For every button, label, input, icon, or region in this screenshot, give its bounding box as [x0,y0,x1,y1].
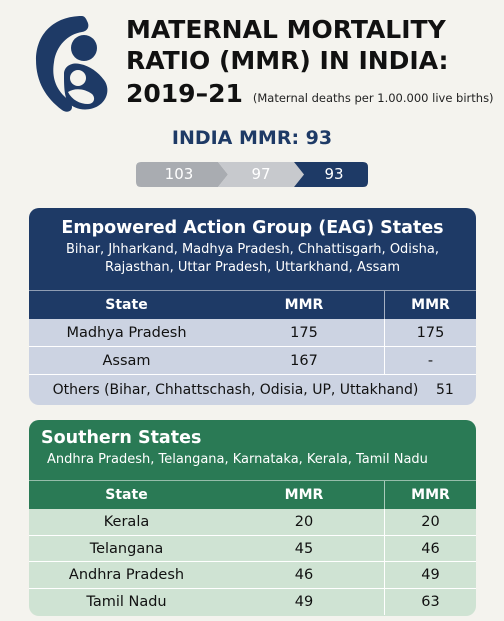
mmr-value-2: 175 [384,319,476,346]
state-name: Telangana [89,540,164,557]
others-mmr-value: 51 [436,382,454,398]
column-header-mmr: MMR [284,487,324,503]
unit-note: (Maternal deaths per 1.00.000 live birth… [252,91,494,105]
state-name: Tamil Nadu [86,593,167,610]
eag-panel: Empowered Action Group (EAG) States Biha… [29,208,476,405]
table-row: Madhya Pradesh 175 175 [29,319,476,347]
mmr-value: 45 [294,540,314,557]
trend-segment-2 [218,162,304,187]
year-range: 2019–21 [126,79,243,108]
southern-panel: Southern States Andhra Pradesh, Telangan… [29,420,476,616]
trend-value-1: 103 [164,165,194,183]
column-header-state: State [105,487,148,503]
subtitle-row: 2019–21 (Maternal deaths per 1.00.000 li… [126,78,504,109]
others-states: Others (Bihar, Chhattschash, Odisia, UP,… [52,382,419,398]
column-header-mmr-2: MMR [384,291,476,319]
trend-value-2: 97 [251,165,271,183]
mmr-value-2: - [384,347,476,374]
column-header-mmr: MMR [284,297,324,313]
trend-segment-3 [294,162,368,187]
mmr-trend-bar: 103 97 93 [136,162,368,187]
mmr-value-2: 63 [384,588,476,615]
column-header-state: State [105,297,148,313]
trend-segment-1 [136,162,228,187]
mmr-value-2: 46 [384,535,476,561]
eag-table-header: State MMR MMR [29,290,476,319]
southern-table-header: State MMR MMR [29,480,476,509]
state-name: Madhya Pradesh [66,325,187,341]
eag-header: Empowered Action Group (EAG) States Biha… [29,208,476,290]
eag-states-line-1: Bihar, Jhharkand, Madhya Pradesh, Chhatt… [65,242,440,257]
india-mmr-heading: INDIA MMR: 93 [171,127,333,149]
eag-states-line-2: Rajasthan, Uttar Pradesh, Uttarkhand, As… [104,260,401,275]
southern-header: Southern States Andhra Pradesh, Telangan… [29,420,476,480]
trend-value-3: 93 [324,165,344,183]
eag-title: Empowered Action Group (EAG) States [61,218,444,238]
page-title: MATERNAL MORTALITY RATIO (MMR) IN INDIA: [126,15,449,75]
southern-title: Southern States [41,428,202,448]
mmr-value: 49 [294,593,314,610]
table-row: Kerala 20 20 [29,509,476,536]
mmr-value-2: 20 [384,509,476,535]
table-row: Telangana 45 46 [29,535,476,562]
state-name: Assam [102,353,151,369]
state-name: Kerala [103,514,150,530]
mother-child-icon [36,16,108,112]
mmr-value-2: 49 [384,562,476,588]
table-row-others: Others (Bihar, Chhattschash, Odisia, UP,… [29,375,476,405]
table-row: Tamil Nadu 49 63 [29,588,476,615]
table-row: Assam 167 - [29,347,476,375]
mmr-value: 167 [290,353,318,369]
state-name: Andhra Pradesh [68,567,185,583]
mmr-value: 46 [294,567,314,583]
table-row: Andhra Pradesh 46 49 [29,562,476,589]
southern-states-line: Andhra Pradesh, Telangana, Karnataka, Ke… [47,452,428,467]
column-header-mmr-2: MMR [384,481,476,509]
mmr-value: 20 [294,514,314,530]
mmr-value: 175 [290,325,318,341]
